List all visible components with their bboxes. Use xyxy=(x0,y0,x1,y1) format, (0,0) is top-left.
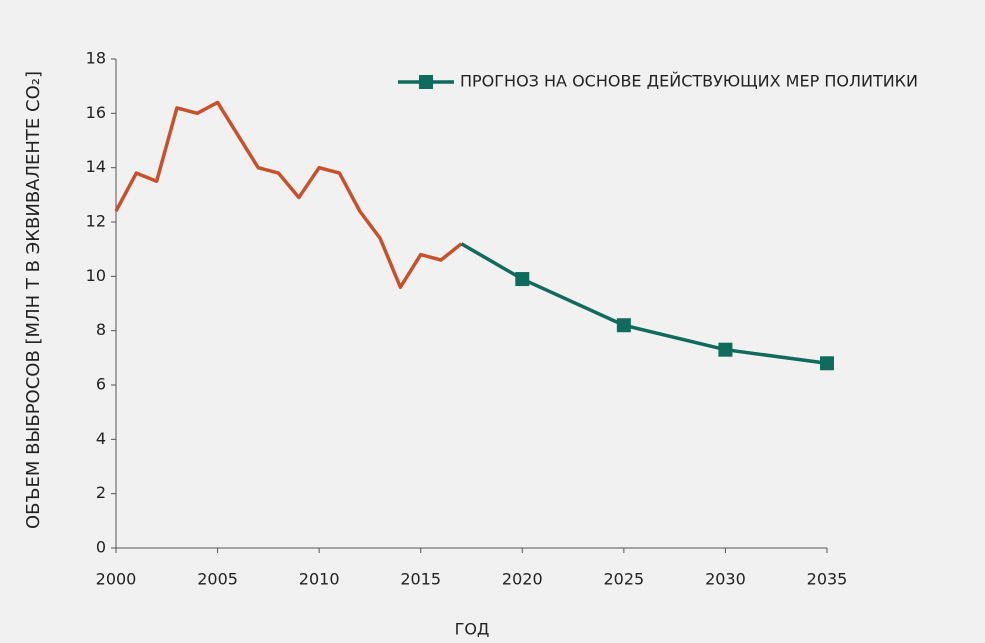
x-tick-label: 2000 xyxy=(96,570,137,589)
line xyxy=(460,242,828,366)
x-tick-label: 2035 xyxy=(807,570,848,589)
x-tick-label: 2005 xyxy=(197,570,238,589)
x-tick-label: 2025 xyxy=(603,570,644,589)
x-tick-label: 2020 xyxy=(502,570,543,589)
y-tick-label: 10 xyxy=(86,266,106,285)
legend-marker xyxy=(419,75,433,89)
y-tick-label: 6 xyxy=(96,375,106,394)
x-tick-label: 2010 xyxy=(299,570,340,589)
x-tick-label: 2030 xyxy=(705,570,746,589)
y-tick-label: 2 xyxy=(96,483,106,502)
marker xyxy=(718,342,733,357)
line xyxy=(114,100,463,289)
marker xyxy=(515,272,530,287)
y-axis-label: ОБЪЕМ ВЫБРОСОВ [МЛН Т В ЭКВИВАЛЕНТЕ CO₂] xyxy=(23,71,44,529)
legend-label: ПРОГНОЗ НА ОСНОВЕ ДЕЙСТВУЮЩИХ МЕР ПОЛИТИ… xyxy=(460,72,918,91)
y-tick-label: 8 xyxy=(96,320,106,339)
y-tick-label: 14 xyxy=(86,157,106,176)
y-tick-label: 12 xyxy=(86,212,106,231)
marker xyxy=(820,356,834,371)
x-axis-label: ГОД xyxy=(455,620,490,639)
marker xyxy=(616,318,631,333)
x-tick-label: 2015 xyxy=(400,570,441,589)
y-tick-label: 16 xyxy=(86,103,106,122)
y-tick-label: 0 xyxy=(96,538,106,557)
y-tick-label: 4 xyxy=(96,429,106,448)
y-tick-label: 18 xyxy=(86,49,106,68)
